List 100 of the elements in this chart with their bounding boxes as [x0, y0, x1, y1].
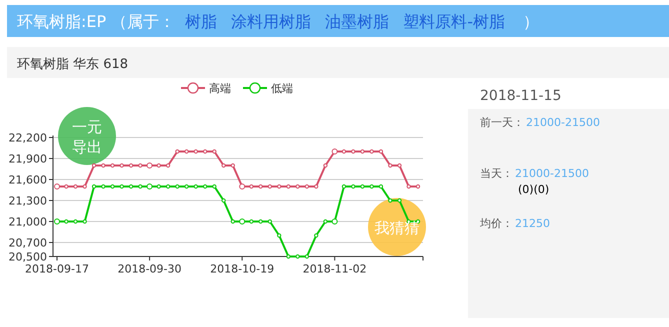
- chart-title: 环氧树脂:EP （属于：: [17, 12, 176, 31]
- text: 21250: [515, 217, 550, 230]
- point: [101, 184, 106, 189]
- point: [230, 163, 235, 168]
- point: [110, 184, 115, 189]
- point: [156, 163, 161, 168]
- text: 树脂: [185, 12, 218, 31]
- point: [342, 184, 346, 189]
- y-tick-label: 20,700: [8, 236, 47, 250]
- point: [304, 184, 310, 189]
- text: 涂料用树脂: [231, 12, 312, 31]
- point: [277, 233, 282, 238]
- point: [286, 184, 291, 189]
- point: [397, 163, 402, 168]
- point: [342, 149, 346, 154]
- point: [277, 184, 282, 189]
- point: [128, 184, 134, 189]
- point: [194, 184, 198, 189]
- point: [230, 219, 235, 224]
- point: [351, 184, 356, 189]
- text: 21000-21500: [515, 167, 589, 180]
- text: ）: [523, 12, 540, 31]
- y-tick-label: 21,000: [8, 216, 47, 228]
- text: 前一天：: [480, 116, 524, 129]
- y-tick-label: 21,600: [8, 174, 47, 186]
- point: [304, 254, 310, 259]
- point: [222, 163, 226, 168]
- point: [73, 219, 78, 224]
- point: [54, 218, 60, 224]
- point: [184, 149, 189, 154]
- x-tick-label: 2018-11-02: [302, 262, 367, 276]
- point: [64, 219, 68, 224]
- point: [120, 163, 124, 168]
- point: [378, 184, 384, 189]
- text: 均价：: [479, 217, 513, 230]
- point: [249, 219, 254, 224]
- x-tick-label: 2018-09-17: [25, 262, 89, 276]
- point: [212, 184, 216, 189]
- x-tick-label: 2018-09-30: [118, 262, 182, 276]
- point: [92, 163, 96, 168]
- point: [323, 219, 328, 224]
- point: [296, 184, 300, 189]
- point: [397, 198, 402, 203]
- point: [406, 184, 411, 189]
- text: 当天：: [480, 167, 513, 180]
- point: [296, 254, 300, 259]
- text: 2018-11-15: [480, 88, 562, 104]
- point: [360, 184, 365, 189]
- point: [138, 163, 142, 168]
- point: [101, 163, 106, 168]
- point: [166, 184, 170, 189]
- point: [370, 184, 374, 189]
- x-tick-label: 2018-10-19: [210, 262, 274, 276]
- point: [203, 149, 208, 154]
- point: [268, 184, 272, 189]
- y-tick-label: 21,900: [8, 152, 47, 166]
- point: [268, 219, 272, 224]
- point: [323, 163, 328, 168]
- legend-label: 低端: [271, 82, 293, 95]
- text: 塑料原料-树脂: [403, 12, 506, 31]
- point: [110, 163, 115, 168]
- annotation: 我猜猜: [374, 219, 420, 237]
- point: [212, 149, 216, 154]
- point: [351, 149, 356, 154]
- y-tick-label: 20,500: [8, 250, 47, 264]
- text: (0)(0): [518, 183, 550, 196]
- point: [184, 184, 189, 189]
- point: [73, 184, 78, 189]
- point: [156, 184, 161, 189]
- point: [92, 184, 96, 189]
- text: 油墨树脂: [325, 12, 390, 31]
- point: [314, 184, 318, 189]
- point: [166, 163, 170, 168]
- point: [203, 184, 208, 189]
- point: [370, 149, 374, 154]
- y-tick-label: 21,300: [8, 194, 47, 208]
- point: [388, 198, 392, 203]
- point: [175, 149, 180, 154]
- point: [258, 184, 263, 189]
- point: [138, 184, 142, 189]
- legend-label: 高端: [209, 82, 231, 95]
- point: [249, 184, 254, 189]
- point: [64, 184, 68, 189]
- y-tick-label: 22,200: [8, 132, 47, 144]
- point: [175, 184, 180, 189]
- point: [82, 184, 87, 189]
- point: [286, 254, 291, 259]
- point: [416, 184, 420, 189]
- point: [388, 163, 392, 168]
- point: [194, 149, 198, 154]
- point: [378, 149, 384, 154]
- point: [128, 163, 134, 168]
- point: [54, 184, 60, 190]
- point: [360, 149, 365, 154]
- point: [258, 219, 263, 224]
- point: [120, 184, 124, 189]
- text: 21000-21500: [526, 116, 600, 129]
- annotation: 一元导出: [72, 118, 102, 156]
- chart-subtitle: 环氧树脂 华东 618: [17, 57, 128, 72]
- point: [314, 233, 318, 238]
